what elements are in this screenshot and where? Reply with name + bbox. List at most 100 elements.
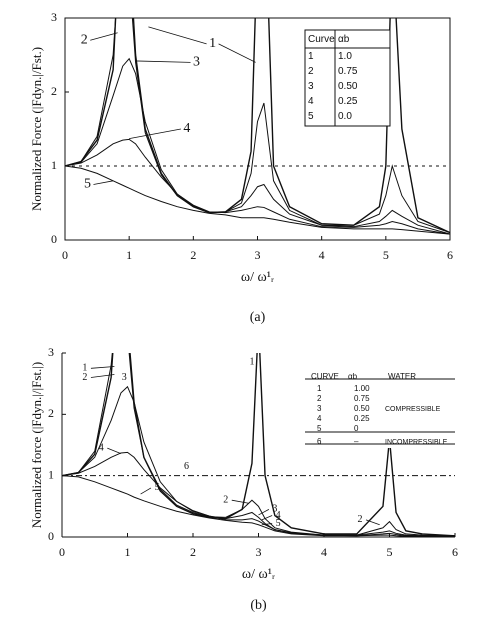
- curve-label: 2: [82, 372, 87, 383]
- x-tick-label: 0: [62, 248, 68, 262]
- leader-line: [93, 180, 114, 185]
- leader-line: [365, 519, 380, 526]
- x-tick-label: 6: [447, 248, 453, 262]
- curve-label: 5: [154, 482, 159, 493]
- x-tick-label: 6: [452, 545, 458, 559]
- series-line: [62, 385, 455, 537]
- curve-label: 1: [209, 36, 216, 51]
- table-cell: 0.0: [338, 111, 352, 122]
- table-cell: 0.50: [354, 404, 370, 413]
- curve-label: 2: [81, 32, 88, 47]
- leader-line: [148, 26, 207, 45]
- table-cell: 2: [308, 66, 314, 77]
- y-tick-label: 3: [51, 10, 57, 24]
- curve-label: 2: [223, 494, 228, 505]
- leader-line: [218, 43, 256, 63]
- curve-label: 1: [82, 363, 87, 374]
- x-tick-label: 5: [383, 248, 389, 262]
- series-line: [65, 18, 450, 234]
- table-cell: 5: [317, 424, 322, 433]
- table-cell: 4: [308, 96, 314, 107]
- table-cell: 0: [354, 424, 359, 433]
- y-tick-label: 1: [51, 158, 57, 172]
- curve-label: 3: [122, 372, 127, 383]
- table-cell: 0.75: [338, 66, 358, 77]
- table-header: WATER: [388, 372, 416, 381]
- table-cell: 6: [317, 437, 322, 446]
- leader-line: [231, 499, 249, 504]
- leader-line: [107, 447, 122, 454]
- curve-label: 1: [249, 356, 254, 367]
- leader-line: [258, 509, 270, 516]
- table-cell: 0.25: [338, 96, 358, 107]
- leader-line: [90, 366, 115, 369]
- leader-line: [90, 32, 118, 41]
- table-header: αb: [348, 372, 358, 381]
- y-tick-label: 3: [48, 345, 54, 359]
- curve-label: 2: [358, 514, 363, 525]
- x-tick-label: 4: [321, 545, 327, 559]
- y-tick-label: 1: [48, 467, 54, 481]
- y-axis-label: Normalized force (|Fdyn.|/|Fst.|): [29, 362, 44, 528]
- x-tick-label: 3: [255, 248, 261, 262]
- x-tick-label: 2: [190, 545, 196, 559]
- leader-line: [261, 523, 273, 526]
- y-tick-label: 2: [51, 84, 57, 98]
- table-cell: –: [354, 437, 359, 446]
- series-line: [65, 18, 450, 234]
- leader-line: [135, 60, 191, 63]
- x-axis-label: ω/ ω¹ᵣ: [242, 567, 275, 582]
- legend-bg: [305, 366, 455, 448]
- x-tick-label: 0: [59, 545, 65, 559]
- y-tick-label: 0: [51, 232, 57, 246]
- series-line: [65, 165, 450, 235]
- curve-label: 3: [193, 55, 200, 70]
- series-line: [62, 451, 455, 537]
- table-cell: COMPRESSIBLE: [385, 406, 441, 413]
- table-cell: 0.75: [354, 394, 370, 403]
- x-tick-label: 4: [319, 248, 325, 262]
- table-header: Curve: [308, 34, 335, 45]
- leader-line: [261, 515, 273, 521]
- curve-label: 5: [276, 518, 281, 529]
- table-header: αb: [338, 34, 350, 45]
- x-tick-label: 3: [256, 545, 262, 559]
- table-cell: 0.25: [354, 414, 370, 423]
- x-tick-label: 5: [387, 545, 393, 559]
- x-tick-label: 1: [125, 545, 131, 559]
- curve-label: 4: [276, 510, 281, 521]
- table-cell: 1.00: [354, 384, 370, 393]
- table-cell: INCOMPRESSIBLE: [385, 439, 448, 446]
- series-line: [62, 475, 455, 537]
- series-line: [62, 353, 455, 537]
- y-tick-label: 2: [48, 406, 54, 420]
- curve-label: 5: [84, 177, 91, 192]
- leader-line: [90, 374, 115, 378]
- table-cell: 4: [317, 414, 322, 423]
- table-cell: 5: [308, 111, 314, 122]
- table-cell: 3: [308, 81, 314, 92]
- y-tick-label: 0: [48, 529, 54, 543]
- caption: (b): [250, 598, 267, 613]
- x-axis-label: ω/ ω¹ᵣ: [241, 270, 274, 285]
- table-cell: 1: [308, 51, 314, 62]
- table-cell: 1.0: [338, 51, 352, 62]
- table-cell: 1: [317, 384, 322, 393]
- series-line: [65, 138, 450, 235]
- table-cell: 2: [317, 394, 322, 403]
- x-tick-label: 1: [126, 248, 132, 262]
- series-line: [65, 57, 450, 235]
- curve-label: 6: [184, 461, 189, 472]
- curve-label: 4: [183, 121, 190, 136]
- table-header: CURVE: [311, 372, 339, 381]
- table-cell: 0.50: [338, 81, 358, 92]
- x-tick-label: 2: [190, 248, 196, 262]
- table-cell: 3: [317, 404, 322, 413]
- leader-line: [129, 128, 181, 140]
- curve-label: 3: [272, 504, 277, 515]
- leader-line: [140, 487, 152, 495]
- curve-label: 4: [99, 442, 104, 453]
- caption: (a): [250, 310, 266, 325]
- y-axis-label: Normalized Force (|Fdyn.|/Fst.): [29, 47, 44, 211]
